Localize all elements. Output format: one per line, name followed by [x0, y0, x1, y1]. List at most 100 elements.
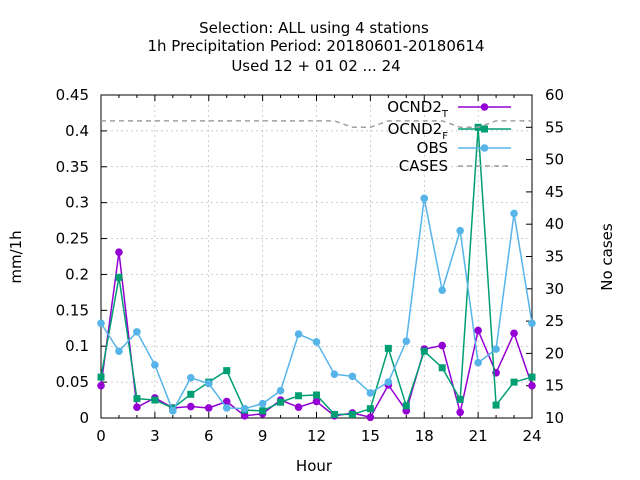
data-point [528, 319, 536, 328]
y-tick-label: 0.4 [65, 122, 89, 140]
legend-item: CASES [399, 157, 511, 175]
legend-label: OCND2T [387, 98, 449, 120]
series-obs [97, 194, 536, 415]
x-tick-label: 24 [522, 427, 541, 445]
legend-item: OCND2F [388, 120, 511, 142]
data-point [97, 319, 105, 328]
y2-tick-label: 25 [545, 312, 564, 330]
legend-item: OBS [417, 139, 511, 157]
data-point [97, 373, 105, 381]
data-point [294, 403, 303, 412]
data-point [474, 326, 482, 335]
data-point [384, 344, 392, 352]
legend-marker [481, 125, 488, 133]
y-tick-label: 0.35 [56, 158, 89, 176]
legend-label: CASES [399, 157, 448, 175]
data-point [366, 413, 375, 422]
data-point [492, 345, 500, 353]
y-tick-label: 0.45 [56, 86, 89, 104]
data-point [492, 401, 500, 409]
data-point [420, 194, 429, 203]
data-point [259, 407, 267, 415]
data-point [402, 337, 411, 345]
y2-tick-label: 15 [545, 377, 564, 395]
legend-item: OCND2T [387, 98, 511, 120]
data-point [348, 410, 356, 418]
data-point [276, 386, 285, 395]
y-tick-label: 0.2 [65, 265, 89, 283]
data-point [222, 404, 231, 412]
data-point [294, 330, 303, 338]
data-point [133, 395, 141, 403]
data-point [204, 404, 213, 412]
data-point [222, 397, 231, 406]
data-point [438, 341, 447, 350]
data-point [474, 358, 482, 367]
data-point [115, 248, 123, 256]
data-point [420, 347, 428, 355]
data-point [438, 286, 447, 295]
data-point [277, 398, 285, 406]
data-point [258, 399, 267, 408]
y-tick-label: 0.05 [56, 373, 89, 391]
data-point [169, 407, 177, 415]
y2-tick-label: 60 [545, 86, 564, 104]
data-point [330, 410, 338, 418]
legend-label: OBS [417, 139, 448, 157]
y2-tick-label: 35 [545, 248, 564, 266]
data-point [97, 381, 105, 390]
data-point [438, 364, 446, 372]
data-point [456, 226, 464, 235]
title-line-1: Selection: ALL using 4 stations [199, 19, 429, 37]
data-point [510, 329, 518, 338]
data-point [456, 408, 464, 417]
data-point [115, 347, 123, 356]
x-tick-label: 15 [361, 427, 380, 445]
x-tick-label: 21 [469, 427, 488, 445]
y2-axis-label: No cases [598, 223, 616, 291]
data-point [151, 361, 159, 369]
series-cases [101, 120, 532, 129]
series-line [101, 120, 532, 129]
data-point [510, 209, 518, 218]
data-point [115, 273, 123, 281]
legend-label: OCND2F [388, 120, 449, 142]
data-point [295, 392, 303, 400]
data-point [240, 412, 249, 420]
y2-tick-label: 10 [545, 409, 564, 427]
data-point [204, 379, 213, 388]
data-point [240, 404, 249, 413]
y2-tick-label: 50 [545, 151, 564, 169]
data-point [186, 374, 195, 382]
title-line-2: 1h Precipitation Period: 20180601-201806… [147, 37, 484, 55]
axes: 0 3 6 9 12 15 18 21 24 0 0.05 0.1 0.15 0.2 0.25 0.3 0.35… [56, 86, 565, 445]
data-point [330, 370, 339, 379]
y-tick-label: 0 [79, 409, 89, 427]
plot-series [97, 120, 536, 422]
data-point [223, 367, 231, 375]
title-line-3: Used 12 + 01 02 ... 24 [231, 57, 400, 75]
data-point [348, 372, 357, 381]
data-point [456, 395, 464, 403]
y-tick-label: 0.3 [65, 194, 89, 212]
y2-tick-label: 30 [545, 280, 564, 298]
x-tick-label: 12 [307, 427, 326, 445]
data-point [187, 390, 195, 398]
x-tick-label: 6 [204, 427, 214, 445]
x-tick-label: 18 [415, 427, 434, 445]
x-tick-label: 9 [258, 427, 268, 445]
data-point [402, 402, 410, 410]
y-tick-label: 0.15 [56, 301, 89, 319]
data-point [133, 403, 141, 412]
x-tick-label: 0 [96, 427, 106, 445]
data-point [366, 389, 375, 397]
legend-marker [480, 103, 489, 111]
grid-lines [100, 94, 533, 419]
data-point [528, 373, 536, 381]
data-point [528, 381, 536, 390]
y2-tick-label: 45 [545, 183, 564, 201]
y-tick-label: 0.25 [56, 230, 89, 248]
data-point [366, 405, 374, 413]
